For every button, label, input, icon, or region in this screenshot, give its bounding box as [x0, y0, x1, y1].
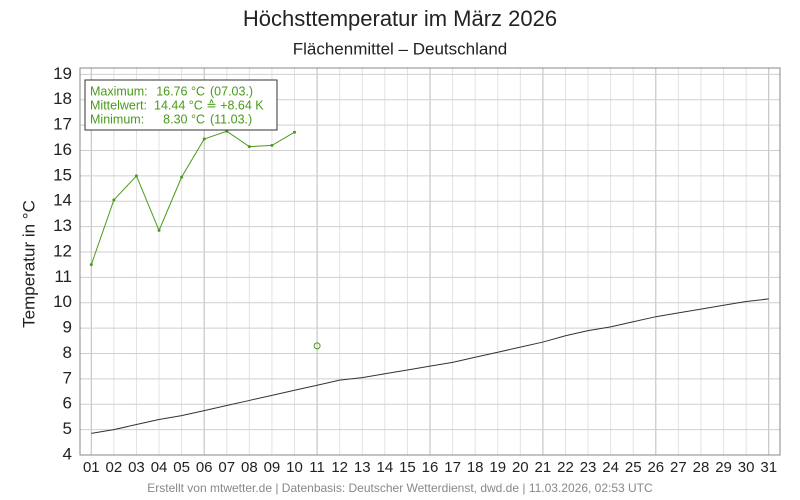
x-tick-label: 15 — [399, 459, 416, 476]
stats-text: Maximum: — [90, 84, 148, 98]
x-tick-label: 02 — [106, 459, 123, 476]
point — [134, 174, 138, 178]
x-tick-label: 27 — [670, 459, 687, 476]
stats-box: Maximum: 16.76 °C (07.03.) Mittelwert: 14.44… — [84, 79, 278, 131]
series-line — [90, 130, 295, 265]
x-tick-label: 16 — [422, 459, 439, 476]
point — [180, 175, 184, 179]
point — [202, 137, 206, 141]
x-tick-label: 30 — [738, 459, 755, 476]
x-tick-label: 28 — [693, 459, 710, 476]
stats-text: 14.44 °C ≙ +8.64 K — [154, 98, 264, 112]
point — [293, 130, 297, 134]
point — [247, 145, 251, 149]
x-tick-label: 31 — [760, 459, 777, 476]
x-tick-label: 14 — [376, 459, 393, 476]
y-tick-label: 19 — [53, 64, 72, 83]
x-tick-label: 12 — [331, 459, 348, 476]
y-tick-label: 17 — [53, 115, 72, 134]
y-tick-label: 14 — [53, 191, 72, 210]
x-tick-label: 29 — [715, 459, 732, 476]
footer: Erstellt von mtwetter.de | Datenbasis: D… — [147, 481, 653, 495]
open-point — [313, 342, 321, 350]
point — [270, 143, 274, 147]
x-tick-label: 25 — [625, 459, 642, 476]
y-tick-label: 18 — [53, 89, 72, 108]
x-tick-label: 04 — [151, 459, 168, 476]
x-tick-label: 10 — [286, 459, 303, 476]
chart-subtitle: Flächenmittel – Deutschland — [293, 39, 508, 58]
y-tick-label: 6 — [63, 394, 72, 413]
x-tick-label: 18 — [467, 459, 484, 476]
y-tick-label: 5 — [63, 419, 72, 438]
stats-text: 16.76 °C — [156, 84, 205, 98]
stats-text: Mittelwert: — [90, 98, 147, 112]
x-tick-label: 06 — [196, 459, 213, 476]
y-tick-label: 7 — [63, 368, 72, 387]
x-tick-label: 13 — [354, 459, 371, 476]
y-axis-label: Temperatur in °C — [19, 200, 38, 328]
y-tick-label: 8 — [63, 343, 72, 362]
x-tick-label: 11 — [309, 459, 325, 476]
stats-frame — [84, 79, 278, 131]
chart-title: Höchsttemperatur im März 2026 — [243, 6, 557, 31]
x-tick-label: 19 — [489, 459, 506, 476]
y-tick-label: 9 — [63, 318, 72, 337]
x-tick-label: 09 — [264, 459, 281, 476]
x-tick-label: 17 — [444, 459, 461, 476]
x-tick-label: 23 — [580, 459, 597, 476]
y-tick-label: 12 — [53, 241, 72, 260]
x-tick-label: 22 — [557, 459, 574, 476]
y-tick-label: 15 — [53, 165, 72, 184]
stats-text: (07.03.) — [210, 84, 253, 98]
x-tick-label: 24 — [602, 459, 619, 476]
y-tick-label: 4 — [63, 444, 72, 463]
point — [157, 228, 161, 232]
x-tick-label: 26 — [647, 459, 664, 476]
y-tick-label: 16 — [53, 140, 72, 159]
x-tick-label: 01 — [83, 459, 100, 476]
x-tick-label: 21 — [535, 459, 552, 476]
stats-text: (11.03.) — [210, 112, 252, 126]
x-tick-label: 03 — [128, 459, 145, 476]
stats-text: Minimum: — [90, 112, 144, 126]
x-tick-label: 07 — [218, 459, 235, 476]
point — [112, 198, 116, 202]
point — [89, 263, 93, 267]
y-tick-label: 13 — [53, 216, 72, 235]
y-tick-label: 10 — [53, 292, 72, 311]
y-tick-label: 11 — [54, 267, 72, 286]
plot-frame — [79, 67, 781, 456]
stats-text: 8.30 °C — [163, 112, 205, 126]
x-tick-label: 08 — [241, 459, 258, 476]
series-line — [91, 298, 769, 434]
x-tick-label: 20 — [512, 459, 529, 476]
x-tick-label: 05 — [173, 459, 190, 476]
